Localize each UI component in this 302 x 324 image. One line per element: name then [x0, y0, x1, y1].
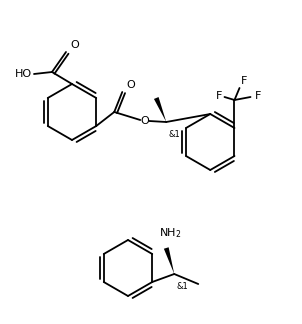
Text: F: F: [240, 76, 247, 86]
Polygon shape: [164, 247, 174, 274]
Polygon shape: [154, 97, 166, 122]
Text: O: O: [126, 80, 135, 90]
Text: O: O: [141, 116, 149, 126]
Text: F: F: [255, 91, 261, 101]
Text: HO: HO: [15, 69, 32, 79]
Text: NH$_2$: NH$_2$: [159, 226, 182, 240]
Text: F: F: [216, 91, 223, 101]
Text: &1: &1: [176, 282, 188, 291]
Text: &1: &1: [168, 130, 180, 139]
Text: O: O: [70, 40, 79, 50]
